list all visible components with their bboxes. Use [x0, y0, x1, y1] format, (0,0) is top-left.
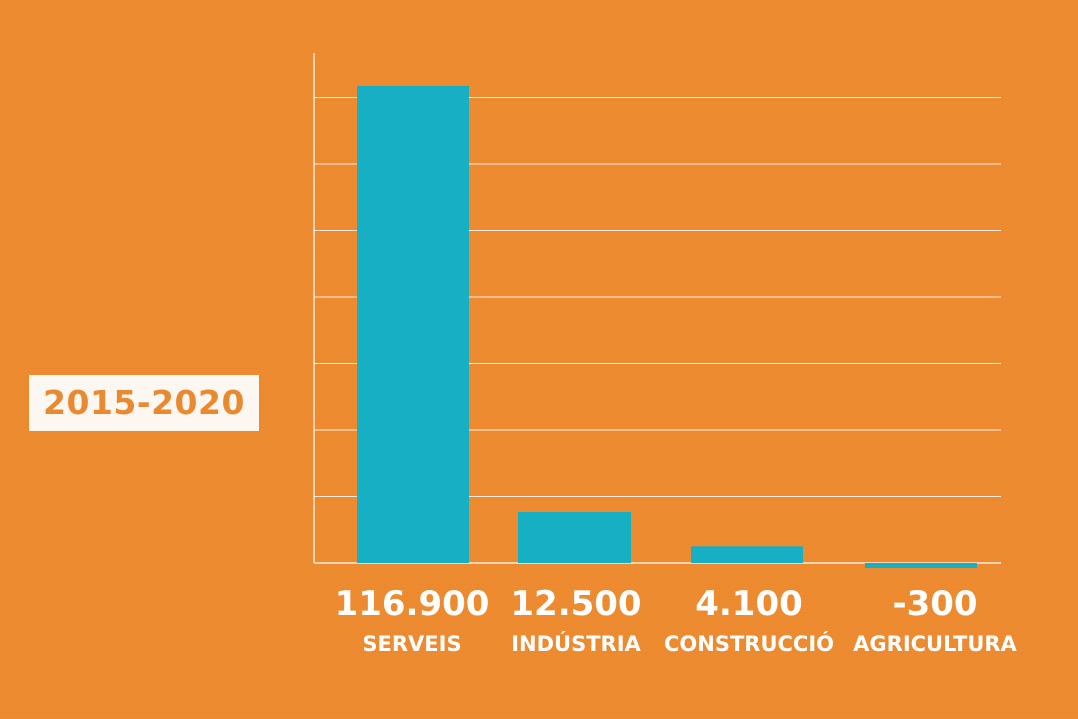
category-label-2: CONSTRUCCIÓ — [664, 631, 834, 656]
value-label-2: 4.100 — [695, 584, 803, 624]
value-label-1: 12.500 — [510, 584, 641, 624]
category-label-1: INDÚSTRIA — [511, 631, 641, 656]
category-label-3: AGRICULTURA — [853, 632, 1017, 656]
value-label-0: 116.900 — [335, 584, 490, 624]
period-badge: 2015-2020 — [29, 375, 259, 431]
category-label-0: SERVEIS — [362, 632, 461, 656]
bar-indústria — [518, 512, 631, 563]
value-label-3: -300 — [892, 584, 977, 624]
bar-construcció — [691, 546, 803, 563]
bar-serveis — [357, 86, 469, 563]
bar-agricultura — [865, 563, 977, 568]
